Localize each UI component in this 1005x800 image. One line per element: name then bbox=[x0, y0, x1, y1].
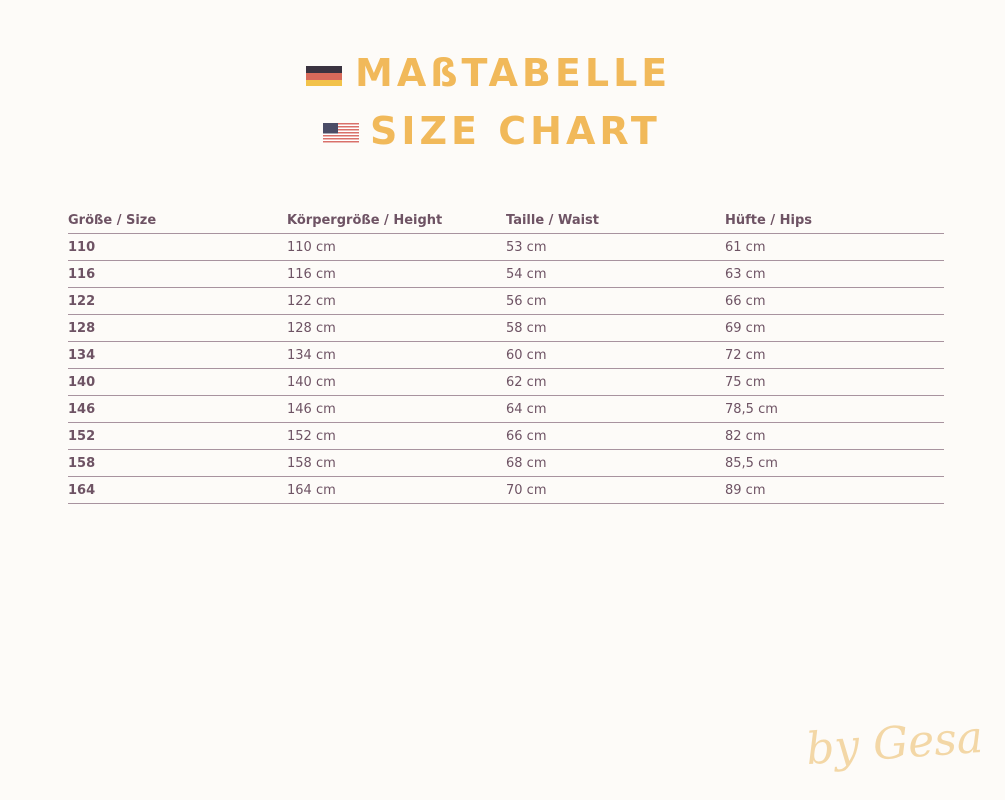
cell-hips: 69 cm bbox=[725, 314, 944, 342]
germany-flag-icon bbox=[306, 66, 342, 86]
cell-size: 134 bbox=[68, 341, 287, 369]
cell-size: 116 bbox=[68, 260, 287, 288]
cell-hips: 85,5 cm bbox=[725, 449, 944, 477]
cell-hips: 78,5 cm bbox=[725, 395, 944, 423]
table-row: 122 122 cm 56 cm 66 cm bbox=[68, 287, 944, 315]
cell-height: 116 cm bbox=[287, 260, 506, 288]
table-row: 146 146 cm 64 cm 78,5 cm bbox=[68, 395, 944, 423]
table-row: 128 128 cm 58 cm 69 cm bbox=[68, 314, 944, 342]
cell-height: 122 cm bbox=[287, 287, 506, 315]
cell-waist: 53 cm bbox=[506, 233, 725, 261]
table-row: 140 140 cm 62 cm 75 cm bbox=[68, 368, 944, 396]
table-row: 134 134 cm 60 cm 72 cm bbox=[68, 341, 944, 369]
title-english: SIZE CHART bbox=[370, 109, 661, 153]
cell-height: 110 cm bbox=[287, 233, 506, 261]
size-table: Größe / Size Körpergröße / Height Taille… bbox=[68, 208, 944, 504]
table-row: 116 116 cm 54 cm 63 cm bbox=[68, 260, 944, 288]
cell-hips: 89 cm bbox=[725, 476, 944, 504]
cell-size: 146 bbox=[68, 395, 287, 423]
cell-waist: 62 cm bbox=[506, 368, 725, 396]
cell-size: 158 bbox=[68, 449, 287, 477]
cell-hips: 61 cm bbox=[725, 233, 944, 261]
cell-height: 146 cm bbox=[287, 395, 506, 423]
signature: by Gesa bbox=[804, 711, 985, 776]
cell-waist: 54 cm bbox=[506, 260, 725, 288]
title-german: MAßTABELLE bbox=[355, 51, 672, 95]
cell-waist: 56 cm bbox=[506, 287, 725, 315]
cell-height: 128 cm bbox=[287, 314, 506, 342]
cell-waist: 60 cm bbox=[506, 341, 725, 369]
cell-size: 110 bbox=[68, 233, 287, 261]
cell-hips: 72 cm bbox=[725, 341, 944, 369]
cell-hips: 75 cm bbox=[725, 368, 944, 396]
cell-height: 140 cm bbox=[287, 368, 506, 396]
cell-hips: 66 cm bbox=[725, 287, 944, 315]
cell-size: 164 bbox=[68, 476, 287, 504]
cell-waist: 68 cm bbox=[506, 449, 725, 477]
header-hips: Hüfte / Hips bbox=[725, 208, 944, 234]
cell-size: 152 bbox=[68, 422, 287, 450]
cell-size: 122 bbox=[68, 287, 287, 315]
cell-waist: 64 cm bbox=[506, 395, 725, 423]
cell-hips: 63 cm bbox=[725, 260, 944, 288]
table-row: 152 152 cm 66 cm 82 cm bbox=[68, 422, 944, 450]
cell-size: 128 bbox=[68, 314, 287, 342]
cell-height: 152 cm bbox=[287, 422, 506, 450]
cell-height: 164 cm bbox=[287, 476, 506, 504]
header-size: Größe / Size bbox=[68, 208, 287, 234]
cell-waist: 66 cm bbox=[506, 422, 725, 450]
table-header-row: Größe / Size Körpergröße / Height Taille… bbox=[68, 208, 944, 234]
cell-height: 134 cm bbox=[287, 341, 506, 369]
cell-height: 158 cm bbox=[287, 449, 506, 477]
table-row: 164 164 cm 70 cm 89 cm bbox=[68, 476, 944, 504]
table-row: 158 158 cm 68 cm 85,5 cm bbox=[68, 449, 944, 477]
cell-size: 140 bbox=[68, 368, 287, 396]
cell-waist: 58 cm bbox=[506, 314, 725, 342]
header-height: Körpergröße / Height bbox=[287, 208, 506, 234]
table-row: 110 110 cm 53 cm 61 cm bbox=[68, 233, 944, 261]
cell-waist: 70 cm bbox=[506, 476, 725, 504]
cell-hips: 82 cm bbox=[725, 422, 944, 450]
header-waist: Taille / Waist bbox=[506, 208, 725, 234]
usa-flag-icon bbox=[323, 123, 359, 143]
